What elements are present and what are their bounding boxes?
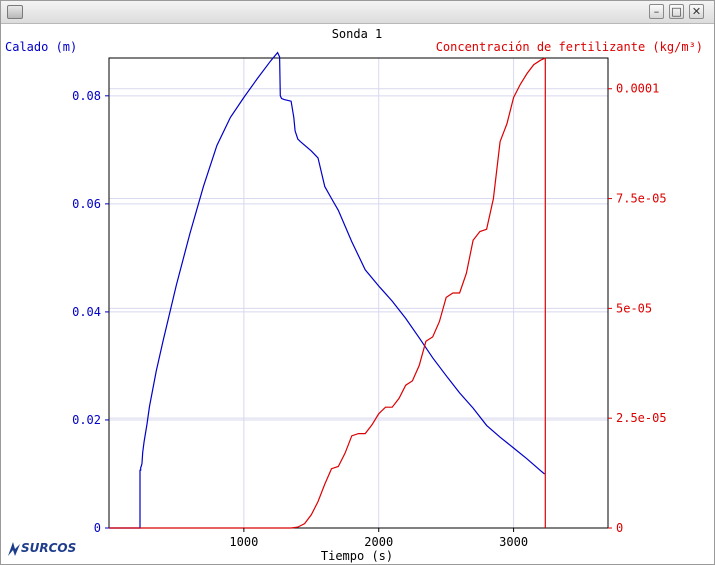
depth-series-line bbox=[109, 51, 545, 529]
y-right-tick-label: 0 bbox=[616, 521, 623, 535]
grid-lines bbox=[109, 58, 608, 528]
concentration-series-line bbox=[109, 57, 546, 529]
close-button[interactable]: ✕ bbox=[689, 4, 704, 19]
minimize-button[interactable]: – bbox=[649, 4, 664, 19]
y-right-tick-label: 0.0001 bbox=[616, 82, 659, 96]
plot-frame bbox=[108, 57, 609, 529]
x-tick-label: 1000 bbox=[229, 535, 258, 549]
axis-ticks: 1000 2000 3000 0 0.02 0.04 0.06 0.08 0 2.5e-05 5e-… bbox=[72, 82, 666, 549]
y-left-tick-label: 0.02 bbox=[72, 413, 101, 427]
x-tick-label: 2000 bbox=[364, 535, 393, 549]
y-axis-left-label: Calado (m) bbox=[5, 40, 77, 54]
y-left-tick-label: 0 bbox=[94, 521, 101, 535]
y-left-tick-label: 0.08 bbox=[72, 89, 101, 103]
series-lines bbox=[109, 51, 546, 529]
y-left-tick-label: 0.06 bbox=[72, 197, 101, 211]
x-tick-label: 3000 bbox=[499, 535, 528, 549]
logo-mark-icon bbox=[8, 542, 20, 556]
y-right-tick-label: 2.5e-05 bbox=[616, 411, 667, 425]
chart-canvas: 1000 2000 3000 0 0.02 0.04 0.06 0.08 0 2.5e-05 5e-… bbox=[5, 27, 703, 563]
y-right-tick-label: 5e-05 bbox=[616, 301, 652, 315]
x-axis-label: Tiempo (s) bbox=[321, 549, 393, 563]
y-right-tick-label: 7.5e-05 bbox=[616, 192, 667, 206]
y-axis-right-label: Concentración de fertilizante (kg/m³) bbox=[436, 40, 703, 54]
chart-title: Sonda 1 bbox=[332, 27, 383, 41]
window-menu-icon[interactable] bbox=[7, 5, 23, 19]
logo-text: SURCOS bbox=[21, 541, 77, 555]
maximize-button[interactable]: □ bbox=[669, 4, 684, 19]
y-left-tick-label: 0.04 bbox=[72, 305, 101, 319]
title-bar[interactable]: – □ ✕ bbox=[1, 1, 714, 24]
